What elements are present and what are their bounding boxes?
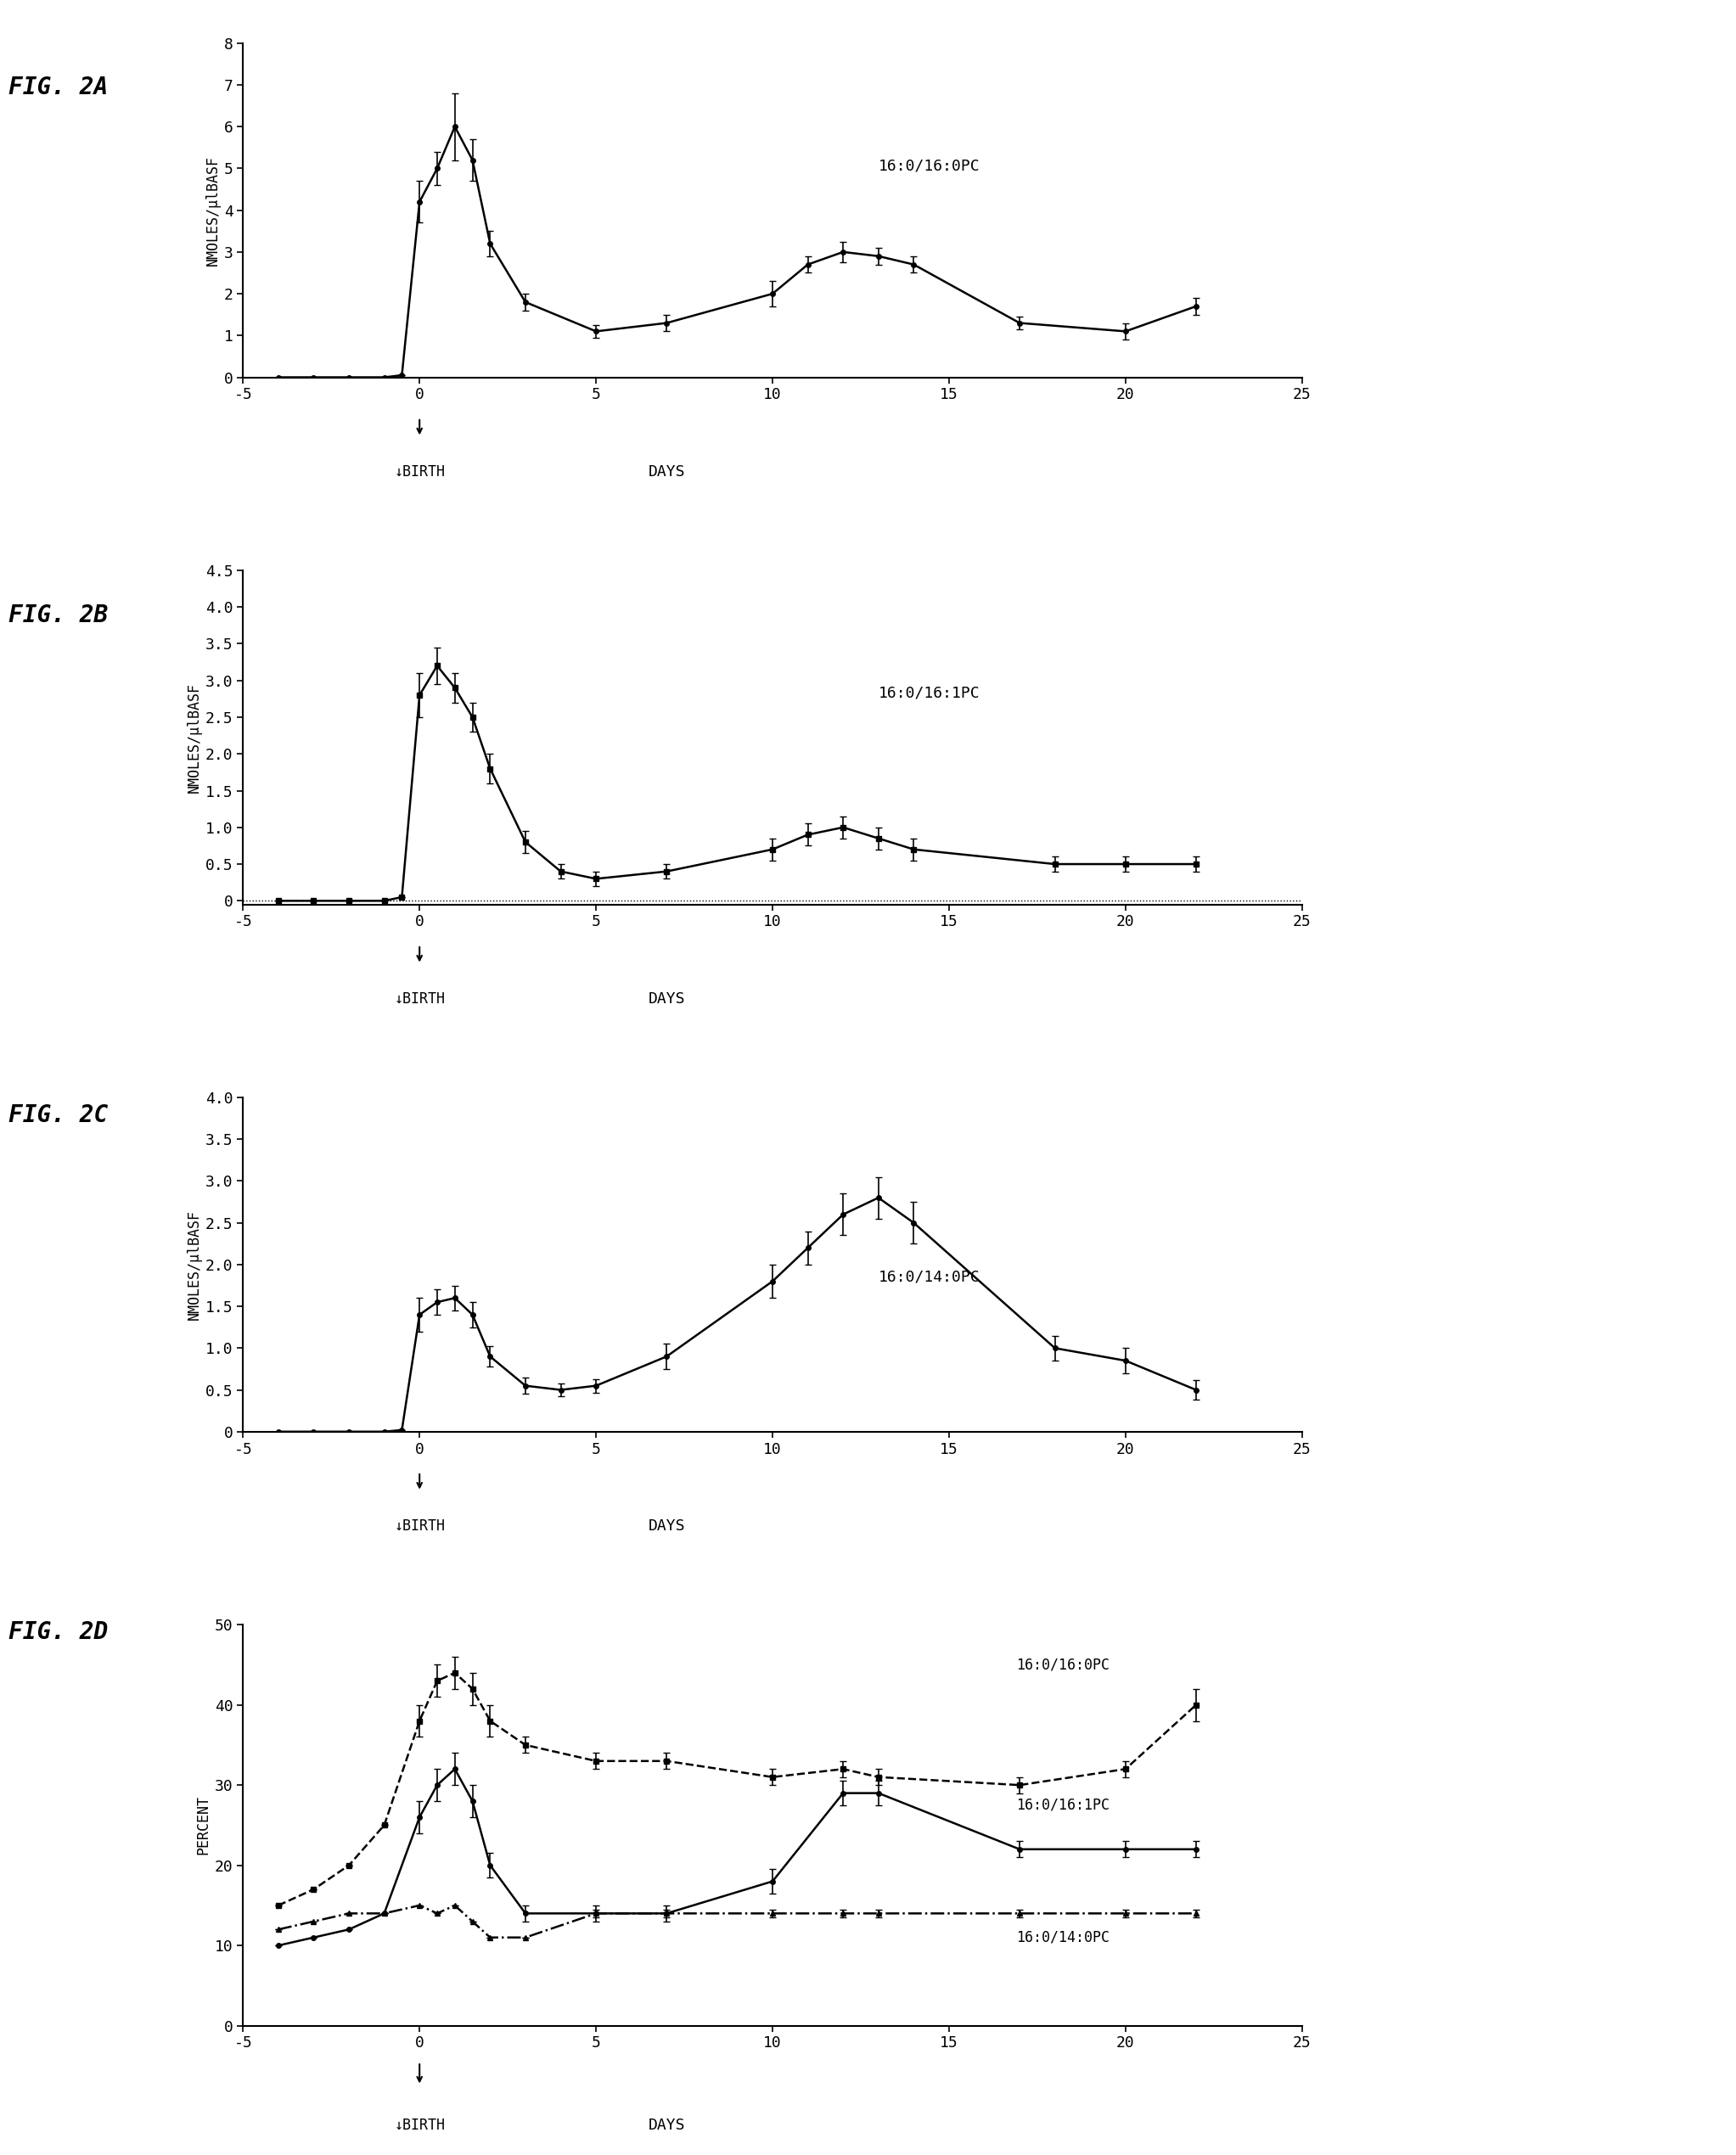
Y-axis label: NMOLES/μlBASF: NMOLES/μlBASF xyxy=(186,683,201,793)
Text: 16:0/14:0PC: 16:0/14:0PC xyxy=(878,1269,979,1284)
Text: ↓BIRTH: ↓BIRTH xyxy=(394,991,444,1006)
Text: 16:0/16:1PC: 16:0/16:1PC xyxy=(1016,1797,1109,1812)
Text: 16:0/14:0PC: 16:0/14:0PC xyxy=(1016,1931,1109,1946)
Y-axis label: NMOLES/μlBASF: NMOLES/μlBASF xyxy=(186,1209,201,1319)
Text: ↓BIRTH: ↓BIRTH xyxy=(394,2118,444,2133)
Y-axis label: PERCENT: PERCENT xyxy=(196,1795,212,1855)
Y-axis label: NMOLES/μlBASF: NMOLES/μlBASF xyxy=(205,155,220,265)
Text: DAYS: DAYS xyxy=(648,2118,686,2133)
Text: DAYS: DAYS xyxy=(648,463,686,478)
Text: FIG. 2C: FIG. 2C xyxy=(9,1103,108,1127)
Text: ↓BIRTH: ↓BIRTH xyxy=(394,463,444,478)
Text: 16:0/16:0PC: 16:0/16:0PC xyxy=(1016,1657,1109,1672)
Text: FIG. 2B: FIG. 2B xyxy=(9,603,108,627)
Text: FIG. 2D: FIG. 2D xyxy=(9,1621,108,1644)
Text: ↓BIRTH: ↓BIRTH xyxy=(394,1519,444,1534)
Text: FIG. 2A: FIG. 2A xyxy=(9,75,108,99)
Text: DAYS: DAYS xyxy=(648,991,686,1006)
Text: 16:0/16:1PC: 16:0/16:1PC xyxy=(878,685,979,700)
Text: 16:0/16:0PC: 16:0/16:0PC xyxy=(878,157,979,175)
Text: DAYS: DAYS xyxy=(648,1519,686,1534)
